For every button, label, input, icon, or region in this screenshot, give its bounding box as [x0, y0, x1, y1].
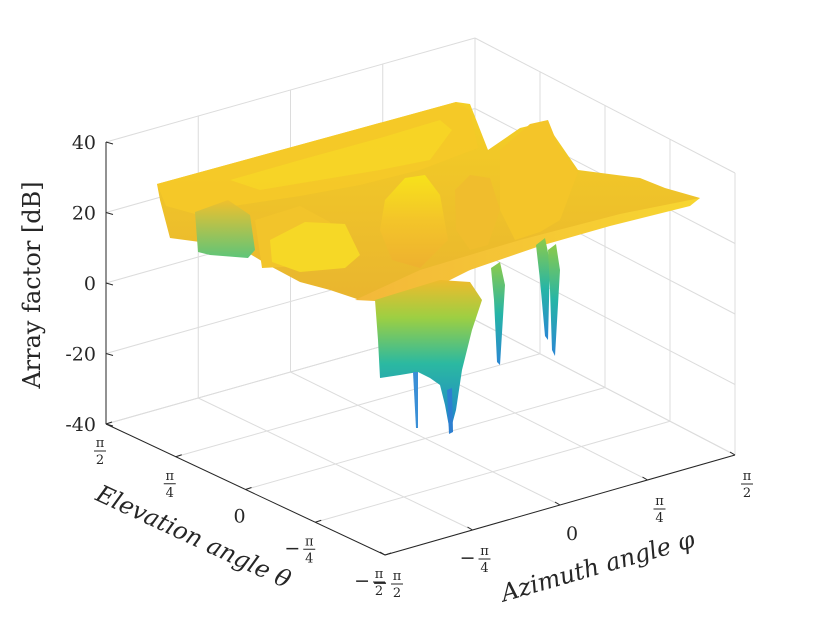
x-tick-mark — [729, 451, 736, 456]
y-tick-mark — [384, 552, 392, 556]
y-tick-mark — [245, 487, 252, 490]
y-tick-sign: − — [284, 537, 300, 559]
surface-center-lobe-2 — [455, 175, 500, 250]
x-tick-numerator: π — [655, 494, 664, 509]
z-axis-label: Array factor [dB] — [18, 181, 46, 389]
y-tick-numerator: π — [96, 436, 105, 451]
x-tick-mark — [554, 501, 561, 506]
y-tick-mark — [315, 519, 322, 523]
z-tick-mark — [105, 141, 114, 145]
surface — [157, 102, 700, 434]
y-tick-denominator: 4 — [305, 551, 313, 566]
x-tick-denominator: 2 — [743, 486, 751, 501]
z-tick-mark — [105, 282, 114, 286]
z-ticks: -40 -20 0 20 40 — [65, 132, 114, 436]
surface-null-spike-1 — [413, 372, 418, 428]
z-tick-label: 40 — [72, 132, 96, 154]
surface-null-spike-2 — [447, 388, 453, 434]
surface-front-sheet — [355, 198, 700, 302]
y-tick-sign: − — [354, 570, 370, 592]
surface-left-lobe — [195, 200, 255, 258]
y-tick-numerator: π — [305, 534, 314, 549]
y-tick-numerator: π — [165, 469, 174, 484]
x-tick-sign: − — [460, 547, 476, 569]
x-tick-numerator: π — [393, 569, 402, 584]
y-tick-denominator: 4 — [166, 486, 174, 501]
surface-left-lobe-3 — [270, 222, 360, 272]
x-tick-numerator: π — [480, 544, 489, 559]
y-tick-label: − π 4 — [284, 534, 316, 566]
z-tick-label: -20 — [65, 344, 96, 366]
floor-grid-y — [315, 420, 671, 523]
x-tick-mark — [379, 551, 386, 556]
y-tick-numerator: π — [375, 567, 384, 582]
surface-highlight — [230, 120, 452, 190]
y-tick-denominator: 2 — [96, 453, 104, 468]
z-tick-mark — [105, 353, 114, 356]
y-tick-label: π2 — [94, 436, 106, 468]
y-tick-label: − π 2 — [354, 567, 385, 599]
y-tick-denominator: 2 — [375, 584, 383, 599]
x-tick-label: π4 — [653, 494, 666, 526]
z-tick-label: 20 — [72, 203, 96, 225]
x-tick-mark — [642, 476, 648, 481]
z-tick-mark — [105, 423, 114, 427]
z-tick-label: -40 — [65, 414, 96, 436]
x-axis-label: Azimuth angle φ — [496, 525, 698, 608]
x-tick-mark — [467, 526, 473, 531]
x-tick-label: 0 — [566, 523, 578, 545]
y-axis-label: Elevation angle θ — [91, 479, 296, 594]
floor-grid-y — [175, 353, 541, 458]
x-tick-label: − π 4 — [460, 544, 491, 576]
surface-thin-null-2 — [536, 238, 550, 340]
floor-grid-y — [245, 387, 606, 490]
surface-thin-null-3 — [548, 244, 560, 356]
x-tick-numerator: π — [743, 469, 752, 484]
x-tick-denominator: 4 — [480, 561, 488, 576]
surface-deep-null — [375, 280, 482, 432]
x-tick-denominator: 4 — [655, 511, 663, 526]
z-tick-mark — [105, 212, 114, 215]
x-tick-sign: − — [372, 572, 388, 594]
y-tick-label: 0 — [233, 506, 245, 528]
x-tick-label: π2 — [741, 469, 753, 501]
surface-center-lobe — [380, 175, 448, 268]
z-tick-label: 0 — [84, 273, 96, 295]
x-tick-label: − π2 — [372, 569, 403, 601]
surface-thin-null-1 — [491, 262, 505, 365]
y-tick-mark — [175, 454, 182, 458]
y-tick-mark — [105, 421, 113, 425]
surface-right-lobe — [500, 120, 578, 240]
x-tick-denominator: 2 — [393, 586, 401, 601]
y-tick-label: π4 — [163, 469, 176, 501]
